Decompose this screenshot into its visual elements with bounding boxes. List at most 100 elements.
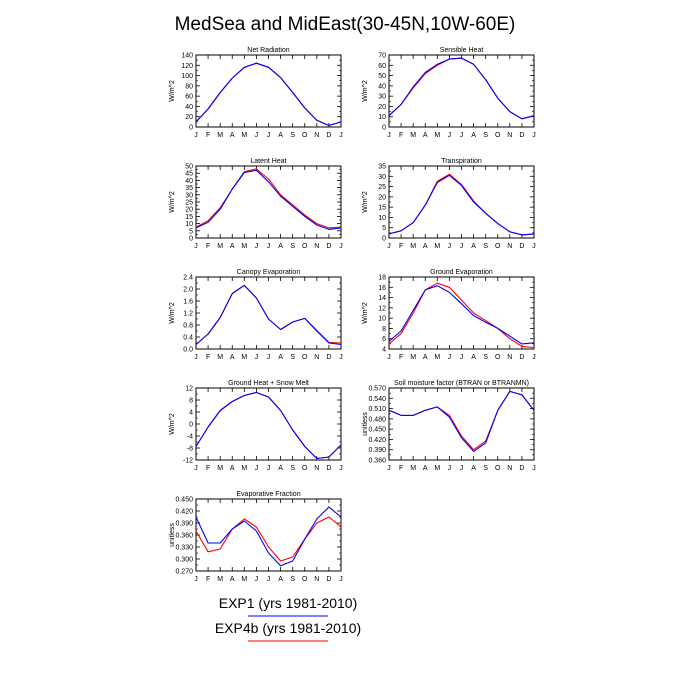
- y-tick-label: 25: [378, 184, 386, 191]
- y-tick-label: 12: [378, 305, 386, 312]
- y-tick-label: 0.450: [175, 497, 193, 504]
- x-tick-label: J: [255, 354, 259, 361]
- y-tick-label: 0.390: [175, 521, 193, 528]
- y-axis-label: W/m^2: [169, 413, 176, 435]
- y-axis-label: W/m^2: [362, 302, 369, 324]
- series-line-1: [195, 391, 342, 460]
- x-tick-label: J: [255, 576, 259, 583]
- series-line-0: [195, 62, 342, 127]
- x-tick-label: J: [532, 354, 536, 361]
- x-tick-label: J: [460, 243, 464, 250]
- x-tick-label: M: [434, 465, 440, 472]
- x-tick-label: A: [423, 354, 428, 361]
- y-tick-label: 40: [185, 104, 193, 111]
- x-tick-label: A: [278, 465, 283, 472]
- y-tick-label: 80: [185, 83, 193, 90]
- x-tick-label: F: [206, 465, 210, 472]
- series-line-0: [388, 173, 535, 236]
- x-tick-label: J: [387, 243, 391, 250]
- y-tick-label: 50: [185, 164, 193, 171]
- y-tick-label: 8: [189, 398, 193, 405]
- x-tick-label: M: [241, 465, 247, 472]
- y-tick-label: 10: [185, 221, 193, 228]
- x-tick-label: J: [387, 465, 391, 472]
- y-tick-label: 0.390: [368, 447, 386, 454]
- x-tick-label: J: [532, 465, 536, 472]
- x-tick-label: M: [434, 354, 440, 361]
- x-tick-label: J: [448, 132, 452, 139]
- x-tick-label: J: [339, 354, 343, 361]
- x-tick-label: F: [206, 132, 210, 139]
- x-tick-label: D: [326, 243, 331, 250]
- x-tick-label: S: [290, 132, 295, 139]
- x-tick-label: M: [241, 576, 247, 583]
- chart-panel-4: Canopy Evaporation W/m^2 0.0 0.4 0.8 1.2 1.6 2.…: [169, 269, 343, 361]
- y-tick-label: 16: [378, 285, 386, 292]
- x-tick-label: M: [241, 243, 247, 250]
- y-tick-label: -8: [187, 446, 193, 453]
- x-tick-label: D: [519, 465, 524, 472]
- y-tick-label: -12: [183, 458, 193, 465]
- x-tick-label: A: [278, 354, 283, 361]
- y-tick-label: 14: [378, 295, 386, 302]
- x-tick-label: F: [399, 465, 403, 472]
- x-tick-label: J: [460, 465, 464, 472]
- y-tick-label: 12: [185, 386, 193, 393]
- x-tick-label: J: [194, 132, 198, 139]
- panel-title: Evaporative Fraction: [236, 491, 300, 498]
- y-axis-label: W/m^2: [169, 80, 176, 102]
- x-tick-label: O: [495, 354, 501, 361]
- x-tick-label: J: [460, 132, 464, 139]
- x-tick-label: M: [217, 132, 223, 139]
- x-tick-label: F: [206, 243, 210, 250]
- x-tick-label: J: [532, 243, 536, 250]
- y-axis-label: W/m^2: [169, 302, 176, 324]
- x-tick-label: D: [326, 354, 331, 361]
- x-tick-label: A: [230, 243, 235, 250]
- x-tick-label: O: [302, 132, 308, 139]
- y-tick-label: 0.450: [368, 427, 386, 434]
- plot-frame: [195, 276, 342, 350]
- panel-title: Canopy Evaporation: [237, 269, 301, 276]
- x-tick-label: N: [314, 132, 319, 139]
- x-tick-label: M: [434, 132, 440, 139]
- y-tick-label: 60: [378, 63, 386, 70]
- x-tick-label: J: [339, 243, 343, 250]
- x-tick-label: S: [483, 465, 488, 472]
- y-tick-label: 0.360: [368, 458, 386, 465]
- y-tick-label: 0: [189, 125, 193, 132]
- x-tick-label: N: [507, 354, 512, 361]
- x-tick-label: S: [290, 465, 295, 472]
- x-tick-label: J: [339, 576, 343, 583]
- y-tick-label: 5: [189, 228, 193, 235]
- y-axis-label: W/m^2: [169, 191, 176, 213]
- series-line-0: [195, 516, 342, 562]
- y-tick-label: 10: [378, 316, 386, 323]
- y-tick-label: 4: [382, 347, 386, 354]
- x-tick-label: O: [302, 465, 308, 472]
- y-tick-label: 140: [181, 53, 193, 60]
- y-tick-label: 0: [189, 422, 193, 429]
- x-tick-label: J: [255, 465, 259, 472]
- x-tick-label: M: [410, 465, 416, 472]
- x-tick-label: D: [519, 132, 524, 139]
- series-line-0: [388, 57, 535, 120]
- x-tick-label: N: [507, 243, 512, 250]
- x-tick-label: M: [241, 354, 247, 361]
- y-tick-label: 120: [181, 63, 193, 70]
- y-tick-label: 0.570: [368, 386, 386, 393]
- y-tick-label: 0: [382, 125, 386, 132]
- x-tick-label: A: [230, 354, 235, 361]
- x-tick-label: D: [519, 243, 524, 250]
- y-tick-label: 20: [185, 207, 193, 214]
- series-line-1: [388, 285, 535, 345]
- x-tick-label: N: [314, 465, 319, 472]
- series-line-1: [388, 174, 535, 236]
- series-line-0: [195, 391, 342, 460]
- y-tick-label: 35: [185, 185, 193, 192]
- series-line-1: [195, 169, 342, 230]
- y-tick-label: 0.0: [183, 347, 193, 354]
- x-tick-label: D: [326, 465, 331, 472]
